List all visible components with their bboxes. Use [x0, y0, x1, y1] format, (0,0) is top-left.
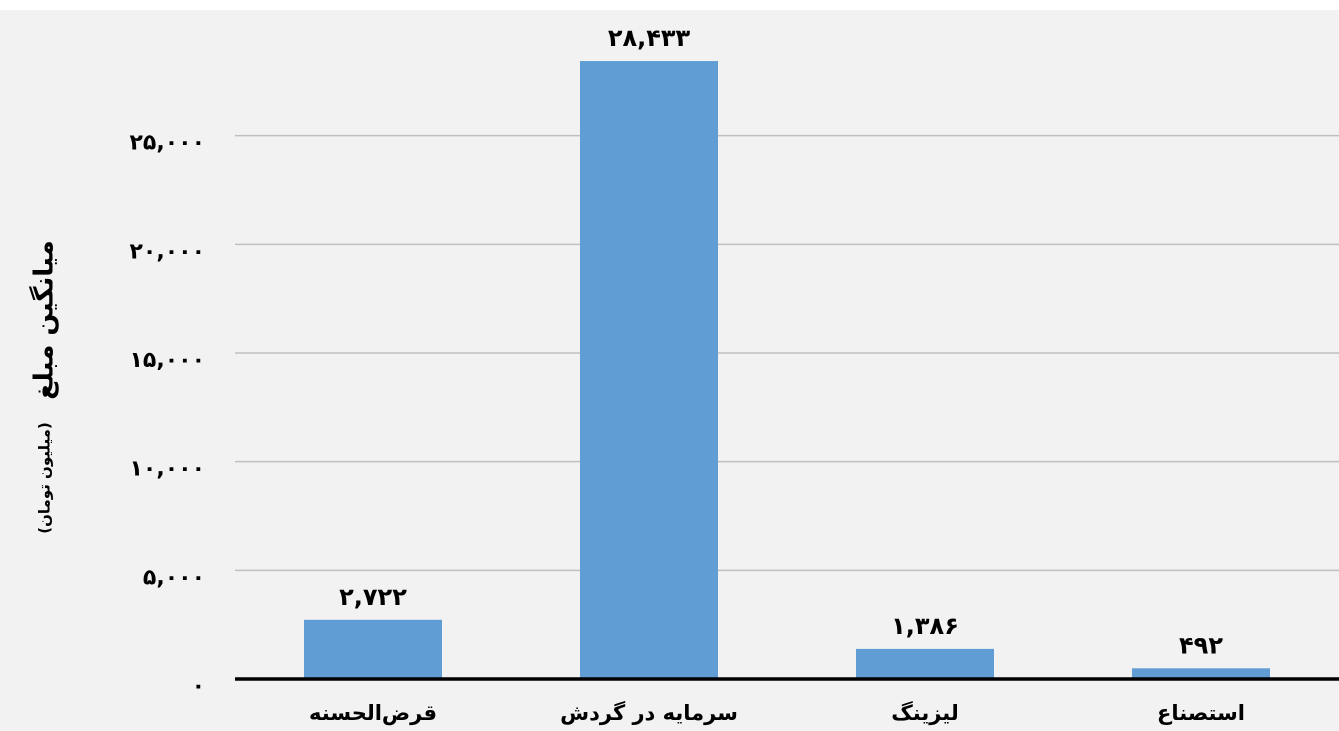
data-label: ۲,۷۲۲ [339, 583, 407, 611]
x-tick-label: استصناع [1157, 701, 1245, 725]
data-label: ۱,۳۸۶ [891, 612, 959, 640]
y-tick-label: ۰ [192, 674, 205, 699]
y-tick-label: ۱۰,۰۰۰ [130, 457, 206, 482]
bar [1132, 668, 1270, 679]
data-label: ۲۸,۴۳۳ [608, 24, 691, 52]
bar [856, 648, 994, 679]
y-axis-label: میانگین مبلغ [29, 240, 60, 400]
y-tick-label: ۱۵,۰۰۰ [130, 348, 206, 373]
y-tick-label: ۵,۰۰۰ [143, 565, 205, 590]
x-tick-label: سرمایه در گردش [560, 700, 738, 725]
bar [580, 61, 718, 679]
x-tick-label: لیزینگ [891, 700, 958, 725]
bar [304, 619, 442, 679]
y-tick-label: ۲۰,۰۰۰ [130, 239, 206, 264]
y-tick-label: ۲۵,۰۰۰ [130, 131, 206, 156]
y-axis-unit: (میلیون تومان) [36, 422, 54, 534]
x-tick-label: قرض‌الحسنه [309, 701, 437, 725]
data-label: ۴۹۲ [1179, 631, 1223, 659]
